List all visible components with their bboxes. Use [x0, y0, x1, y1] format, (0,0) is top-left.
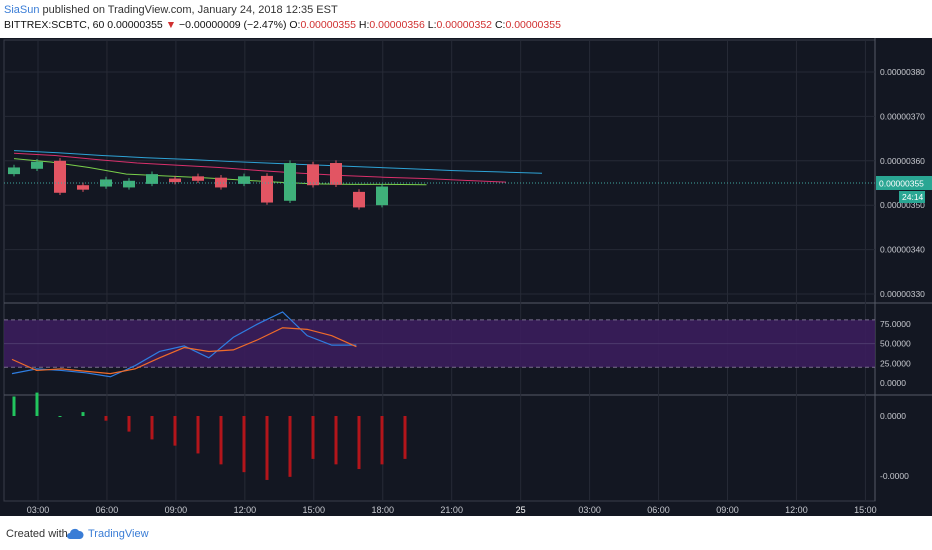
hist-bar — [380, 416, 384, 465]
time-tick-label: 18:00 — [371, 505, 394, 515]
candle-body — [261, 175, 273, 203]
hist-bar — [288, 416, 292, 477]
hist-bar — [196, 416, 200, 454]
chart-canvas[interactable]: 03:00 06:00 09:00 12:00 15:00 18:00 21:00 25 03:… — [0, 38, 932, 516]
close-label: C: — [494, 19, 506, 31]
down-arrow-icon: ▼ — [165, 19, 177, 31]
tradingview-cloud-icon — [66, 527, 84, 545]
hist-bar — [35, 392, 39, 416]
candle-body — [31, 161, 43, 169]
ohlc-line: BITTREX:SCBTC, 60 0.00000355 ▼ −0.000000… — [4, 19, 561, 31]
time-tick-label: 21:00 — [440, 505, 463, 515]
hist-bar — [173, 416, 177, 446]
time-tick-label: 09:00 — [165, 505, 188, 515]
time-tick-label: 09:00 — [716, 505, 739, 515]
price-tick-label: 0.00000350 — [880, 200, 925, 210]
candle-body — [330, 163, 342, 185]
candle-body — [307, 164, 319, 186]
hist-bar — [403, 416, 407, 459]
candle-body — [8, 167, 20, 175]
candle-body — [284, 163, 296, 201]
hist-bar — [58, 416, 62, 417]
time-tick-label: 12:00 — [785, 505, 808, 515]
low-label: L: — [427, 19, 437, 31]
countdown-tag-bg — [899, 191, 925, 203]
candle-body — [238, 176, 250, 184]
publish-line: SiaSun published on TradingView.com, Jan… — [4, 4, 338, 16]
price-tick-label: 0.00000370 — [880, 111, 925, 121]
hist-bar — [334, 416, 338, 465]
price-change: −0.00000009 (−2.47%) — [179, 19, 287, 31]
chart-header: SiaSun published on TradingView.com, Jan… — [0, 0, 932, 38]
candle-body — [123, 180, 135, 188]
hist-bar — [150, 416, 154, 440]
hist-bar — [265, 416, 269, 480]
stoch-d-line — [11, 327, 357, 375]
time-tick-label: 15:00 — [303, 505, 326, 515]
chart-area[interactable]: 03:00 06:00 09:00 12:00 15:00 18:00 21:00 25 03:… — [0, 38, 932, 516]
plot-frame — [3, 39, 876, 502]
stoch-k-line — [11, 311, 357, 378]
price-tick-label: 0.00000360 — [880, 156, 925, 166]
hist-axis-label: -0.0000 — [880, 471, 909, 481]
time-tick-label: 15:00 — [854, 505, 877, 515]
open-label: O: — [289, 19, 301, 31]
hist-bar — [242, 416, 246, 473]
hist-bar — [127, 416, 131, 432]
hist-bar — [104, 416, 108, 421]
stoch-axis-label: 75.0000 — [880, 319, 911, 329]
time-tick-label: 06:00 — [96, 505, 119, 515]
time-tick-label: 12:00 — [234, 505, 257, 515]
candle-body — [169, 178, 181, 183]
candle-body — [54, 160, 66, 193]
time-tick-label: 06:00 — [647, 505, 670, 515]
ma-blue-line — [13, 150, 543, 174]
hist-axis-label: 0.0000 — [880, 411, 906, 421]
close-value: 0.00000355 — [505, 19, 561, 31]
open-value: 0.00000355 — [300, 19, 356, 31]
price-tick-label: 0.00000380 — [880, 67, 925, 77]
hist-bar — [219, 416, 223, 465]
hist-bar — [311, 416, 315, 459]
hist-bar — [81, 412, 85, 416]
footer: Created with TradingView — [0, 516, 932, 550]
candle-body — [376, 186, 388, 206]
price-tick-label: 0.00000340 — [880, 245, 925, 255]
stoch-axis-label: 50.0000 — [880, 339, 911, 349]
hist-bar — [357, 416, 361, 470]
last-price-tag: 0.00000355 — [879, 179, 924, 189]
countdown-tag: 24:14 — [902, 192, 924, 202]
time-tick-label: 03:00 — [27, 505, 50, 515]
last-price: 0.00000355 — [107, 19, 163, 31]
tradingview-link[interactable]: TradingView — [88, 528, 149, 540]
author-link[interactable]: SiaSun — [4, 4, 40, 16]
time-tick-label: 03:00 — [578, 505, 601, 515]
ma-pink-line — [13, 152, 507, 183]
candle-body — [192, 176, 204, 181]
price-tick-label: 0.00000330 — [880, 289, 925, 299]
created-with-text: Created with — [6, 528, 68, 540]
last-price-tag-bg — [876, 176, 932, 190]
stoch-axis-label: 25.0000 — [880, 358, 911, 368]
high-label: H: — [358, 19, 370, 31]
high-value: 0.00000356 — [369, 19, 425, 31]
symbol-label[interactable]: BITTREX:SCBTC, 60 — [4, 19, 105, 31]
hist-bar — [12, 396, 16, 416]
time-tick-label: 25 — [516, 505, 526, 515]
low-value: 0.00000352 — [436, 19, 493, 31]
candle-body — [77, 185, 89, 190]
stoch-axis-label: 0.0000 — [880, 378, 906, 388]
candle-body — [353, 191, 365, 208]
candle-body — [146, 174, 158, 184]
published-text: published on TradingView.com, January 24… — [42, 4, 338, 16]
